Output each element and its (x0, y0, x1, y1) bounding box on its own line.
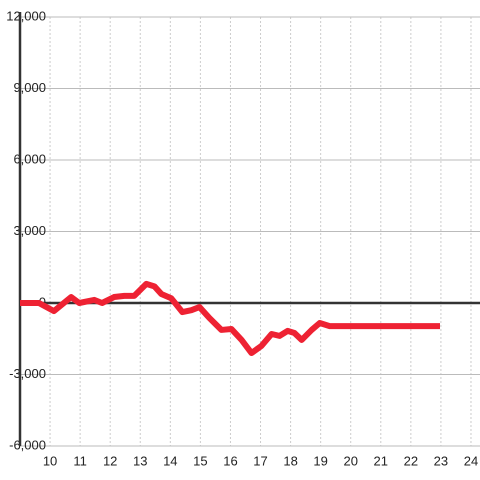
x-tick-label: 15 (193, 453, 207, 468)
y-tick-label: -6,000 (9, 437, 46, 452)
x-tick-label: 21 (374, 453, 388, 468)
x-tick-label: 16 (223, 453, 237, 468)
x-tick-label: 22 (404, 453, 418, 468)
x-tick-label: 12 (103, 453, 117, 468)
data-line (20, 280, 441, 357)
x-tick-label: 19 (313, 453, 327, 468)
x-tick-label: 10 (43, 453, 57, 468)
y-tick-label: 12,000 (6, 8, 46, 23)
x-tick-label: 20 (343, 453, 357, 468)
x-tick-label: 14 (163, 453, 177, 468)
x-tick-label: 24 (464, 453, 478, 468)
x-tick-label: 18 (283, 453, 297, 468)
x-tick-label: 23 (434, 453, 448, 468)
x-tick-label: 13 (133, 453, 147, 468)
y-tick-label: 3,000 (13, 223, 46, 238)
x-tick-label: 17 (253, 453, 267, 468)
y-tick-label: 9,000 (13, 80, 46, 95)
y-tick-label: -3,000 (9, 366, 46, 381)
x-tick-label: 11 (73, 453, 87, 468)
y-tick-label: 6,000 (13, 151, 46, 166)
